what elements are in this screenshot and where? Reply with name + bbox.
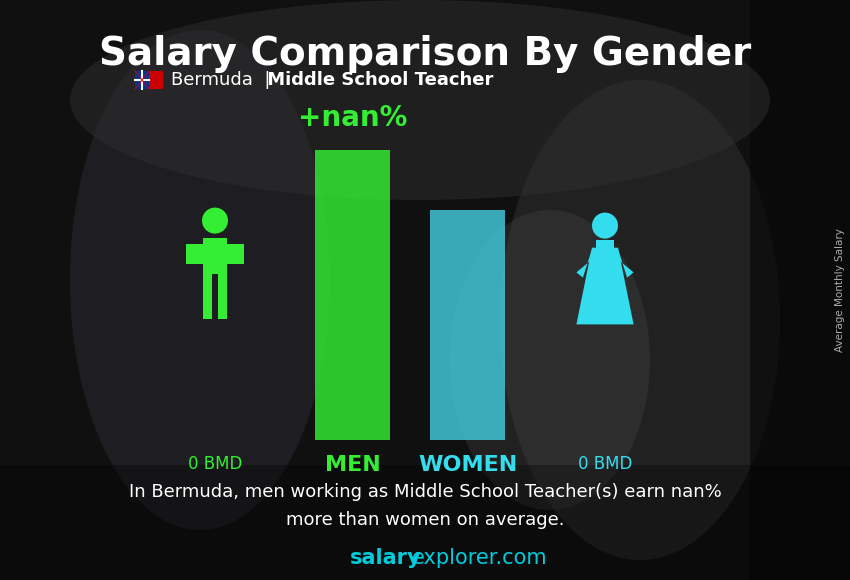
Text: Average Monthly Salary: Average Monthly Salary — [835, 228, 845, 352]
Text: Salary Comparison By Gender: Salary Comparison By Gender — [99, 35, 751, 73]
Text: +nan%: +nan% — [298, 104, 407, 132]
Ellipse shape — [70, 0, 770, 200]
Bar — [0, 465, 850, 580]
Text: Bermuda  |: Bermuda | — [171, 71, 282, 89]
Polygon shape — [596, 240, 614, 248]
Text: WOMEN: WOMEN — [418, 455, 517, 475]
Ellipse shape — [500, 80, 780, 560]
Bar — [135, 71, 163, 89]
Polygon shape — [203, 274, 212, 320]
Text: 0 BMD: 0 BMD — [578, 455, 632, 473]
Polygon shape — [227, 244, 244, 263]
Text: Middle School Teacher: Middle School Teacher — [261, 71, 493, 89]
Text: MEN: MEN — [325, 455, 380, 475]
Polygon shape — [203, 237, 227, 274]
Polygon shape — [618, 249, 633, 278]
Polygon shape — [218, 274, 227, 320]
Text: more than women on average.: more than women on average. — [286, 511, 564, 529]
Text: explorer.com: explorer.com — [412, 548, 547, 568]
Bar — [750, 0, 850, 580]
Bar — [135, 71, 149, 89]
Bar — [315, 150, 390, 440]
Polygon shape — [576, 249, 592, 278]
Circle shape — [592, 213, 618, 238]
Circle shape — [202, 208, 228, 234]
Text: salary: salary — [350, 548, 422, 568]
Text: In Bermuda, men working as Middle School Teacher(s) earn nan%: In Bermuda, men working as Middle School… — [128, 483, 722, 501]
Ellipse shape — [450, 210, 650, 510]
Ellipse shape — [70, 30, 330, 530]
Polygon shape — [186, 244, 203, 263]
Polygon shape — [576, 248, 633, 324]
Text: 0 BMD: 0 BMD — [188, 455, 242, 473]
Bar — [430, 210, 505, 440]
